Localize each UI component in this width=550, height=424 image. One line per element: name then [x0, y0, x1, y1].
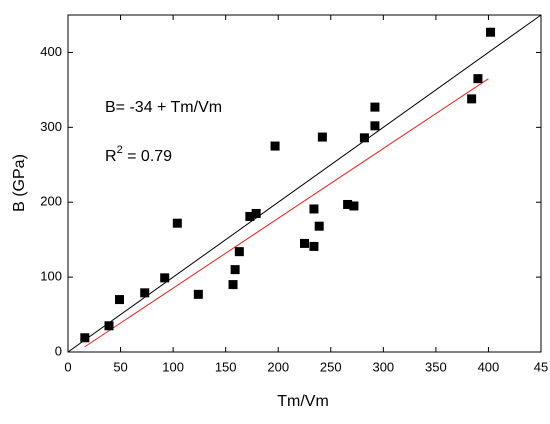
- point: [349, 201, 359, 211]
- fit-line: [84, 78, 489, 348]
- point: [309, 204, 319, 214]
- point: [140, 288, 150, 298]
- y-axis-label: B (GPa): [11, 154, 28, 212]
- x-tick-label: 100: [162, 359, 184, 374]
- point: [104, 321, 114, 331]
- point: [370, 102, 380, 112]
- point: [193, 289, 203, 299]
- annotation-part: R: [105, 148, 117, 165]
- point: [160, 273, 170, 283]
- point: [300, 238, 309, 248]
- annotation-sup: 2: [117, 144, 123, 156]
- x-tick-label: 400: [478, 359, 500, 374]
- point: [314, 221, 324, 231]
- x-tick-label: 150: [215, 359, 237, 374]
- point: [309, 241, 319, 251]
- x-tick-label: 0: [64, 359, 71, 374]
- fit-line: [67, 14, 542, 353]
- annotation: B= -34 + Tm/Vm: [105, 99, 222, 116]
- x-tick-label: 300: [372, 359, 394, 374]
- point: [343, 199, 353, 209]
- point: [317, 132, 327, 142]
- point: [270, 141, 280, 151]
- point: [486, 27, 496, 37]
- point: [370, 121, 380, 131]
- x-axis-label: Tm/Vm: [277, 393, 329, 410]
- point: [228, 280, 238, 290]
- annotation-part: = 0.79: [123, 148, 172, 165]
- x-tick-label: 200: [267, 359, 289, 374]
- x-tick-label: 50: [113, 359, 127, 374]
- point: [467, 94, 477, 104]
- point: [473, 74, 483, 84]
- point: [245, 211, 255, 221]
- y-tick-label: 300: [40, 119, 62, 134]
- point: [234, 247, 244, 257]
- annotation: R2 = 0.79: [105, 144, 172, 165]
- point: [80, 333, 90, 343]
- point: [230, 265, 240, 275]
- y-tick-label: 200: [40, 194, 62, 209]
- point: [115, 295, 125, 305]
- y-tick-label: 100: [40, 269, 62, 284]
- y-tick-label: 0: [55, 343, 62, 358]
- y-tick-label: 400: [40, 44, 62, 59]
- x-tick-label: 350: [425, 359, 447, 374]
- x-tick-label: 45: [534, 359, 548, 374]
- point: [359, 133, 369, 143]
- point: [251, 208, 261, 218]
- x-tick-label: 250: [320, 359, 342, 374]
- point: [172, 218, 182, 228]
- plot-frame: [67, 14, 542, 353]
